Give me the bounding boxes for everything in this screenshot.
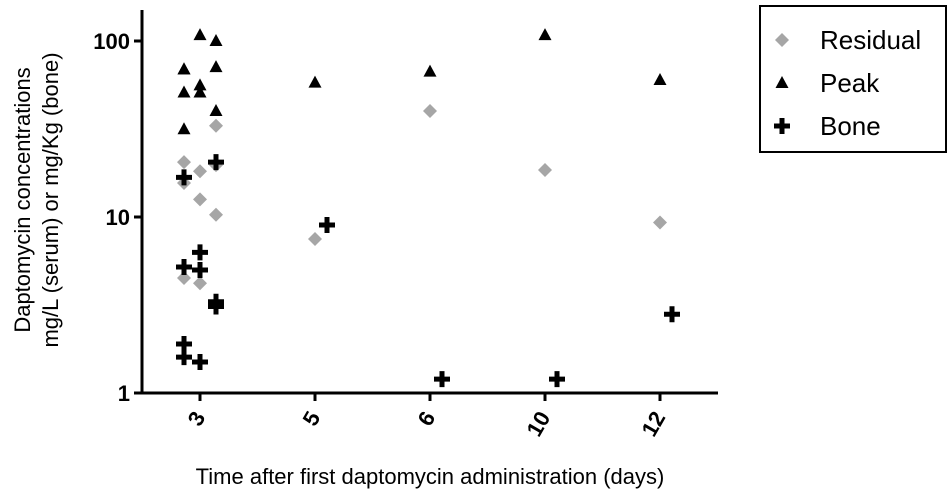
y-axis-label: Daptomycin concentrations mg/L (serum) o…: [10, 52, 63, 347]
marker-residual: [177, 271, 191, 286]
x-axis-label: Time after first daptomycin administrati…: [196, 464, 665, 489]
x-tick-label: 5: [298, 407, 326, 430]
marker-peak: [177, 62, 191, 75]
marker-peak: [423, 64, 437, 77]
x-tick-label: 12: [636, 407, 670, 441]
x-tick-label: 6: [413, 407, 441, 430]
marker-peak: [209, 60, 223, 73]
legend-label: Peak: [820, 68, 880, 98]
marker-bone: [176, 349, 192, 366]
marker-peak: [209, 104, 223, 117]
legend-box: [759, 5, 947, 153]
marker-bone: [319, 217, 335, 234]
marker-peak: [653, 73, 667, 86]
marker-peak: [775, 76, 789, 88]
marker-residual: [209, 207, 223, 222]
marker-peak: [193, 85, 207, 98]
marker-peak: [308, 75, 322, 88]
marker-peak: [193, 78, 207, 91]
legend-label: Bone: [820, 111, 881, 141]
marker-peak: [193, 28, 207, 41]
marker-residual: [423, 104, 437, 119]
marker-peak: [177, 122, 191, 135]
x-tick-label: 10: [521, 407, 555, 441]
marker-residual: [308, 231, 322, 246]
marker-residual: [775, 33, 789, 47]
legend-label: Residual: [820, 25, 921, 55]
marker-bone: [176, 169, 192, 186]
y-tick-label: 100: [93, 29, 130, 54]
marker-residual: [193, 192, 207, 207]
marker-peak: [209, 33, 223, 46]
marker-bone: [208, 293, 224, 310]
marker-bone: [176, 258, 192, 275]
marker-bone: [664, 306, 680, 323]
marker-bone: [192, 354, 208, 371]
marker-residual: [193, 164, 207, 179]
marker-bone: [192, 261, 208, 278]
y-axis-label-line: Daptomycin concentrations: [10, 67, 35, 332]
y-tick-label: 1: [118, 381, 130, 406]
marker-residual: [209, 118, 223, 133]
marker-bone: [549, 371, 565, 388]
marker-peak: [177, 85, 191, 98]
marker-residual: [193, 276, 207, 291]
x-tick-label: 3: [183, 407, 211, 430]
marker-residual: [538, 162, 552, 177]
marker-bone: [774, 118, 790, 134]
y-tick-label: 10: [106, 205, 130, 230]
marker-bone: [208, 154, 224, 171]
marker-residual: [653, 215, 667, 230]
marker-peak: [538, 28, 552, 41]
marker-bone: [434, 371, 450, 388]
y-axis-label-line: mg/L (serum) or mg/Kg (bone): [38, 52, 63, 347]
marker-residual: [177, 155, 191, 170]
marker-bone: [192, 244, 208, 261]
